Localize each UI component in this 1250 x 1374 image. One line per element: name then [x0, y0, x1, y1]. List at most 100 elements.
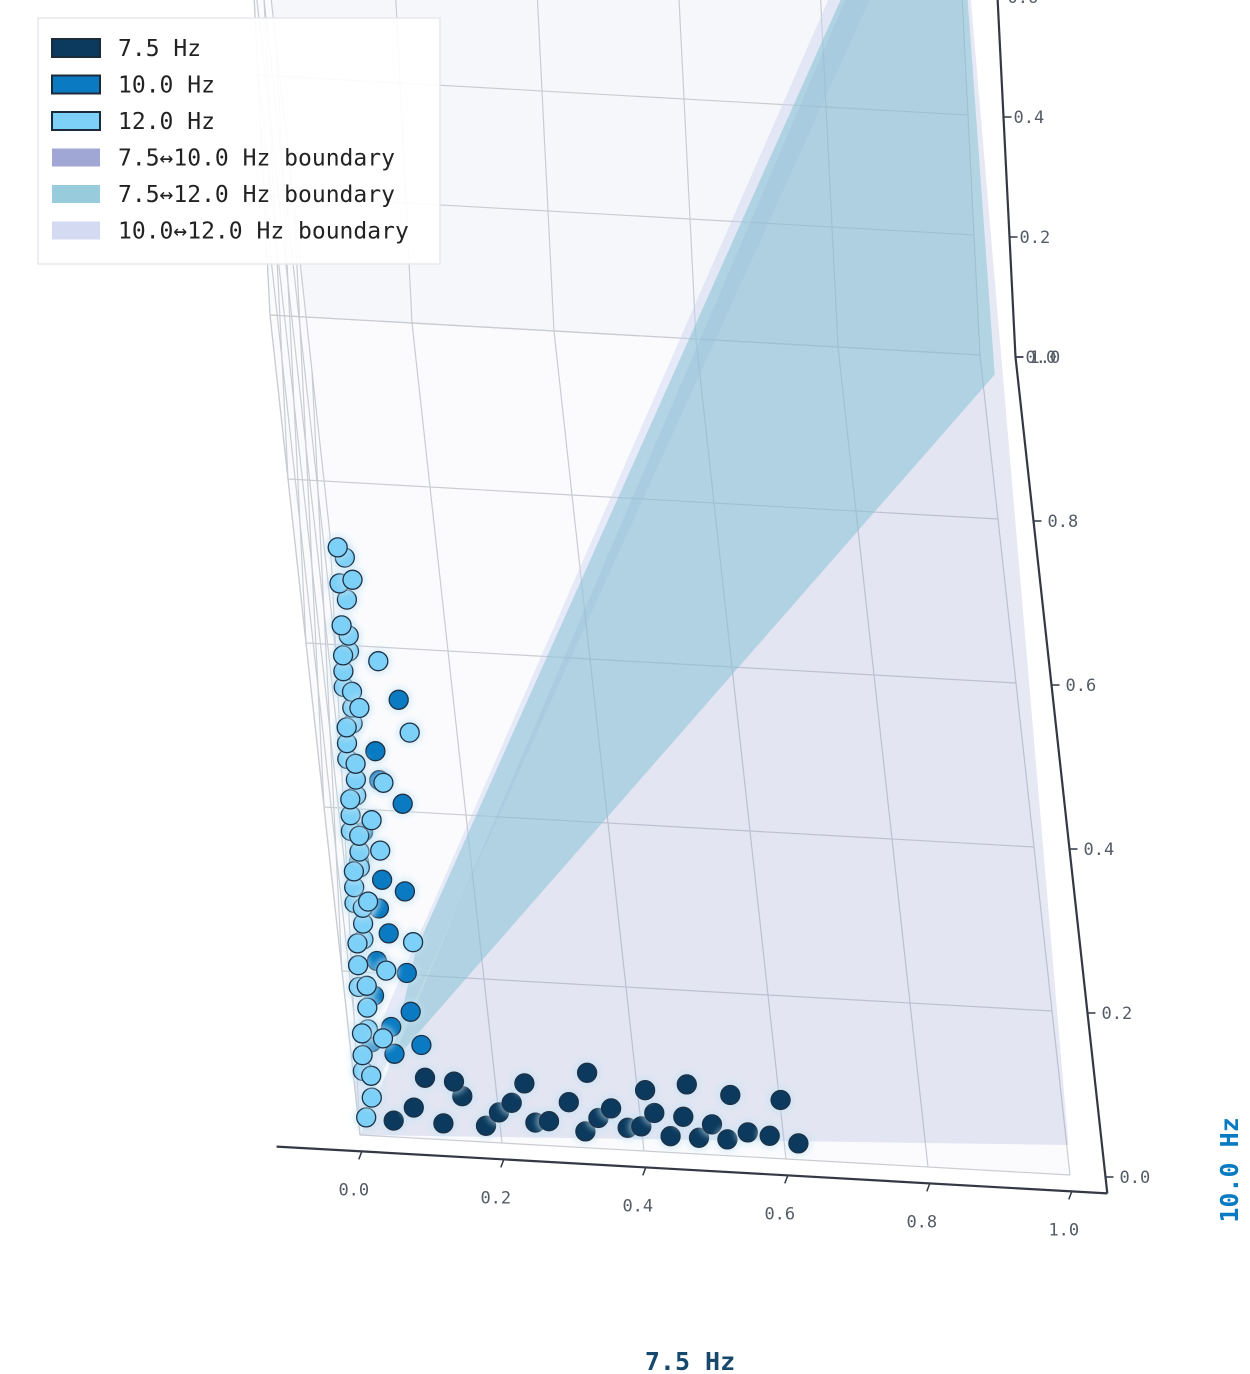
data-point [414, 1067, 436, 1088]
x-tick [500, 1159, 505, 1168]
data-point [340, 789, 361, 810]
z-tick-label: 0.2 [1020, 228, 1051, 248]
data-point [370, 840, 391, 861]
data-point [349, 825, 370, 846]
data-point [660, 1126, 681, 1147]
data-point [673, 1106, 694, 1127]
y-tick-label: 0.6 [1066, 676, 1097, 696]
series-7-5-Hz [380, 1059, 812, 1157]
data-point [701, 1114, 723, 1135]
data-point [644, 1102, 665, 1124]
legend-swatch [52, 221, 100, 240]
legend-swatch [52, 185, 100, 203]
grid-line [678, 0, 697, 340]
data-point [576, 1062, 598, 1083]
data-point [443, 1071, 465, 1092]
data-point [770, 1089, 791, 1111]
x-axis-line [276, 1145, 1108, 1195]
x-tick [784, 1175, 789, 1184]
surface-7-12 [389, 0, 995, 1066]
data-point [400, 1001, 421, 1022]
z-tick-label: 0.4 [1014, 108, 1045, 128]
z-tick-label: 0.0 [1026, 348, 1057, 368]
data-point [402, 932, 424, 953]
data-point [327, 537, 348, 558]
boundary-surfaces [354, 0, 1069, 1145]
x-tick-label: 1.0 [1048, 1220, 1079, 1240]
data-point [720, 1084, 741, 1106]
data-point [538, 1111, 560, 1132]
series-12-0-Hz [324, 534, 427, 1131]
data-point [433, 1113, 454, 1134]
data-point [357, 891, 379, 912]
legend-swatch [51, 111, 101, 131]
y-axis-title: 10.0 Hz [1215, 1117, 1244, 1222]
data-point [356, 1107, 377, 1128]
data-point [411, 1034, 432, 1056]
data-point [399, 722, 420, 743]
data-point [347, 955, 369, 976]
legend-swatch [52, 148, 100, 167]
data-point [634, 1080, 656, 1101]
data-points [324, 534, 812, 1157]
data-point [342, 569, 363, 590]
legend-swatch [51, 38, 101, 58]
x-tick-label: 0.4 [622, 1196, 653, 1216]
data-point [403, 1097, 424, 1118]
legend-box [37, 17, 441, 265]
grid-line [269, 314, 361, 1136]
legend-label: 7.5 Hz [118, 36, 201, 62]
y-tick-label: 0.8 [1048, 512, 1079, 532]
data-point [394, 881, 416, 902]
data-point [717, 1129, 738, 1150]
data-point [788, 1133, 809, 1154]
legend-label: 7.5↔12.0 Hz boundary [118, 182, 395, 208]
z-axis-line [996, 0, 1017, 358]
data-point [347, 933, 368, 954]
data-point [501, 1092, 522, 1113]
grid-line [411, 322, 503, 1144]
data-point [373, 772, 394, 793]
data-point [365, 741, 386, 762]
data-point [361, 810, 382, 831]
grid-line [536, 0, 555, 332]
data-point [331, 615, 352, 636]
x-tick [1068, 1191, 1073, 1200]
data-point [383, 1110, 404, 1131]
x-tick [358, 1151, 363, 1160]
legend-label: 12.0 Hz [118, 109, 215, 135]
x-tick-label: 0.0 [338, 1180, 369, 1200]
z-tick-label: 0.6 [1008, 0, 1039, 8]
grid-line [263, 194, 355, 1016]
data-point [392, 793, 413, 814]
data-point [345, 753, 366, 774]
legend: 7.5 Hz 10.0 Hz 12.0 Hz 7.5↔10.0 Hz boundary… [37, 17, 441, 265]
legend-label: 10.0↔12.0 Hz boundary [118, 219, 409, 245]
legend-label: 10.0 Hz [118, 73, 215, 99]
x-tick-label: 0.8 [906, 1212, 937, 1232]
data-point [372, 1028, 394, 1049]
data-point [676, 1074, 697, 1095]
data-point [759, 1125, 780, 1146]
data-point [558, 1092, 579, 1113]
data-point [352, 1045, 373, 1066]
data-point [514, 1073, 535, 1094]
data-point [376, 960, 397, 981]
x-tick-label: 0.2 [480, 1188, 511, 1208]
data-point [343, 861, 365, 882]
data-point [361, 1065, 382, 1086]
data-point [600, 1098, 622, 1119]
x-axis-title: 7.5 Hz [645, 1347, 735, 1374]
y-tick-label: 0.4 [1084, 840, 1115, 860]
x-tick [642, 1167, 647, 1176]
legend-swatch [51, 74, 101, 95]
grid-line [311, 370, 343, 972]
grid-line [323, 806, 1035, 848]
y-axis-line [1014, 356, 1109, 1194]
grid-line [293, 206, 325, 808]
x-tick [926, 1183, 931, 1192]
y-tick-label: 0.0 [1120, 1168, 1151, 1188]
data-point [349, 697, 370, 719]
data-point [378, 923, 399, 944]
